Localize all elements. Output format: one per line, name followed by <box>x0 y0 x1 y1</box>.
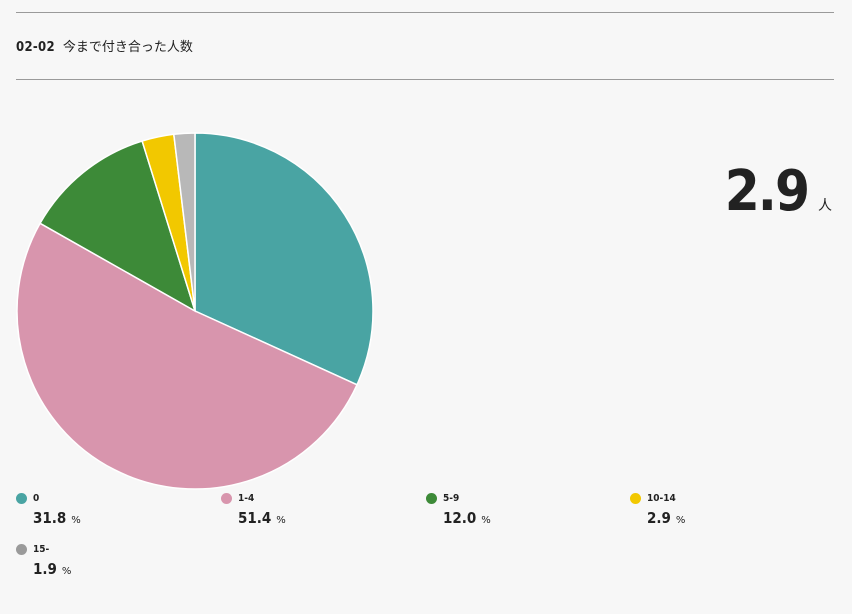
chart-title: 今まで付き合った人数 <box>62 40 193 55</box>
pie-slice-0 <box>194 132 374 386</box>
legend-unit: % <box>61 566 72 577</box>
average-number: 2.9 <box>724 159 810 224</box>
legend-value: 12.0 <box>443 509 477 527</box>
legend-item-5-9: 5-9 12.0% <box>426 490 626 527</box>
average-unit: 人 <box>818 198 832 214</box>
legend-category: 10-14 <box>647 492 676 504</box>
legend-swatch <box>221 492 232 504</box>
legend-value: 51.4 <box>238 509 272 527</box>
legend-swatch <box>16 492 27 504</box>
legend-value: 1.9 <box>33 560 57 578</box>
legend-swatch <box>16 543 27 555</box>
legend-unit: % <box>481 515 491 526</box>
legend-category: 0 <box>33 492 40 504</box>
legend-item-15-: 15- 1.9% <box>16 541 216 578</box>
average-value: 2.9 人 <box>725 164 832 220</box>
legend-unit: % <box>675 515 686 526</box>
pie-chart <box>16 132 374 490</box>
pie-slice-5-9 <box>39 140 197 313</box>
legend-item-0: 0 31.8% <box>16 490 216 527</box>
chart-heading: 02-02 今まで付き合った人数 <box>16 36 193 55</box>
legend-value: 31.8 <box>33 509 67 527</box>
pie-slice-15- <box>172 132 196 312</box>
legend-category: 5-9 <box>443 492 460 504</box>
section-code: 02-02 <box>16 40 55 55</box>
pie-slice-1-4 <box>16 222 358 490</box>
legend-item-10-14: 10-14 2.9% <box>630 490 830 527</box>
legend-value: 2.9 <box>647 509 671 527</box>
legend-item-1-4: 1-4 51.4% <box>221 490 421 527</box>
legend-unit: % <box>276 515 286 526</box>
legend-swatch <box>426 492 437 504</box>
legend-unit: % <box>71 515 81 526</box>
legend-category: 15- <box>33 543 50 555</box>
heading-divider <box>16 79 834 80</box>
legend-swatch <box>630 492 641 504</box>
legend-category: 1-4 <box>238 492 255 504</box>
top-divider <box>16 12 834 13</box>
